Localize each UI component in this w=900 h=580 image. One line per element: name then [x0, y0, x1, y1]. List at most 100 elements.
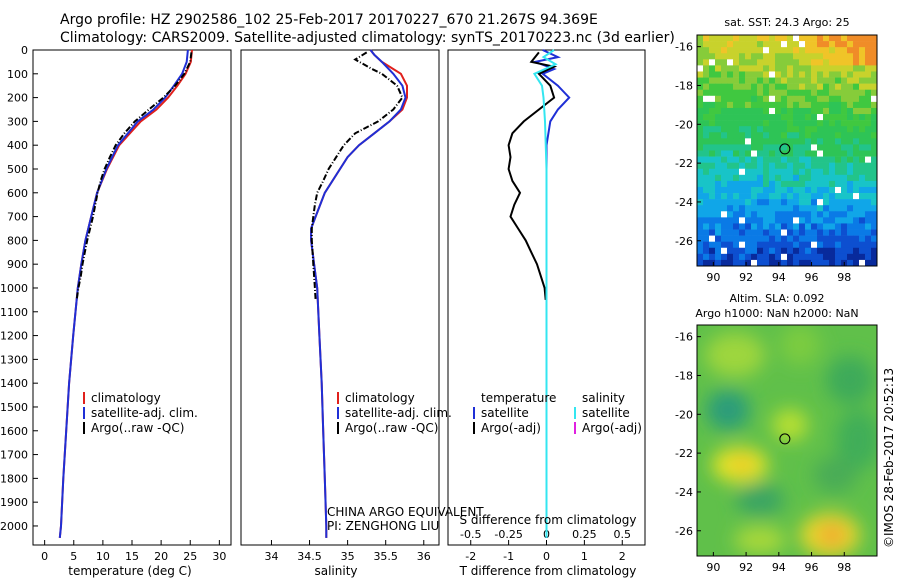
- sst-pixel: [865, 41, 872, 48]
- sst-pixel: [781, 253, 788, 261]
- sst-pixel: [721, 89, 728, 97]
- sst-pixel: [769, 156, 776, 163]
- sst-pixel: [715, 144, 722, 151]
- sst-pixel: [715, 205, 722, 212]
- sst-pixel: [775, 107, 782, 115]
- sst-pixel: [811, 71, 818, 78]
- sst-pixel: [811, 168, 818, 176]
- sst-pixel: [697, 150, 704, 157]
- sst-pixel: [829, 168, 836, 176]
- sst-pixel: [781, 156, 788, 163]
- sst-pixel: [757, 259, 764, 266]
- sst-pixel: [829, 89, 836, 97]
- sst-pixel: [871, 35, 877, 42]
- sst-pixel: [715, 126, 722, 133]
- sst-pixel: [859, 156, 866, 163]
- sst-pixel: [781, 41, 788, 48]
- sst-pixel: [859, 235, 866, 242]
- sst-pixel: [823, 71, 830, 78]
- sst-pixel: [733, 162, 740, 170]
- sst-pixel: [787, 217, 794, 224]
- sst-pixel: [817, 132, 824, 139]
- sst-pixel: [733, 168, 740, 176]
- s-difference-tick-label: -0.5: [460, 528, 481, 541]
- sst-pixel: [859, 41, 866, 48]
- sst-pixel: [847, 114, 854, 121]
- sst-pixel: [745, 211, 752, 218]
- sst-pixel: [853, 95, 860, 103]
- sst-pixel: [817, 199, 824, 206]
- sst-pixel: [769, 114, 776, 121]
- sst-pixel: [823, 101, 830, 109]
- sst-pixel: [811, 77, 818, 84]
- sst-pixel: [727, 89, 734, 97]
- sst-pixel: [757, 241, 764, 249]
- sst-pixel: [733, 199, 740, 206]
- sst-pixel: [865, 168, 872, 176]
- sst-pixel: [709, 59, 716, 66]
- sst-pixel: [823, 186, 830, 194]
- sst-pixel: [751, 53, 758, 60]
- sst-pixel: [805, 83, 812, 91]
- sst-pixel: [727, 241, 734, 249]
- sst-pixel: [769, 126, 776, 133]
- sst-pixel: [847, 223, 854, 230]
- sst-pixel: [871, 247, 877, 255]
- s-difference-axis: -0.5 -0.25 0 0.25 0.5: [460, 528, 631, 541]
- sst-pixel: [757, 223, 764, 230]
- sst-pixel: [703, 199, 710, 206]
- sst-pixel: [715, 71, 722, 78]
- sst-pixel: [793, 211, 800, 218]
- sst-pixel: [751, 186, 758, 194]
- sst-pixel: [721, 126, 728, 133]
- sst-pixel: [751, 71, 758, 78]
- sst-pixel: [829, 83, 836, 91]
- sst-pixel: [763, 126, 770, 133]
- sst-pixel: [793, 107, 800, 115]
- sst-pixel: [769, 162, 776, 170]
- sst-pixel: [793, 126, 800, 133]
- sst-pixel: [799, 199, 806, 206]
- sst-pixel: [793, 53, 800, 60]
- sst-pixel: [859, 65, 866, 72]
- sst-pixel: [739, 199, 746, 206]
- sst-pixel: [859, 35, 866, 42]
- sst-pixel: [787, 229, 794, 236]
- sst-pixel: [745, 65, 752, 72]
- sst-pixel: [769, 77, 776, 84]
- sst-pixel: [805, 71, 812, 78]
- sst-pixel: [733, 180, 740, 188]
- sst-pixel: [727, 174, 734, 182]
- sst-pixel: [871, 83, 877, 91]
- sst-pixel: [721, 229, 728, 236]
- sst-pixel: [745, 83, 752, 91]
- sst-pixel: [751, 83, 758, 91]
- sst-pixel: [697, 41, 704, 48]
- sst-pixel: [739, 114, 746, 121]
- sst-pixel: [799, 107, 806, 115]
- sst-pixel: [799, 41, 806, 48]
- sst-pixel: [805, 120, 812, 127]
- sst-pixel: [823, 144, 830, 151]
- sst-pixel: [865, 217, 872, 224]
- sst-pixel: [733, 156, 740, 163]
- sst-pixel: [733, 83, 740, 91]
- sst-pixel: [865, 126, 872, 133]
- sst-pixel: [853, 89, 860, 97]
- sst-pixel: [703, 223, 710, 230]
- sst-pixel: [841, 126, 848, 133]
- sst-pixel: [823, 89, 830, 97]
- sst-pixel: [799, 95, 806, 103]
- sst-pixel: [715, 186, 722, 194]
- sst-pixel: [733, 77, 740, 84]
- sst-pixel: [847, 47, 854, 54]
- sst-pixel: [835, 35, 842, 42]
- sst-pixel: [817, 89, 824, 97]
- sst-pixel: [703, 53, 710, 60]
- sst-pixel: [751, 241, 758, 249]
- sst-pixel: [757, 253, 764, 261]
- sst-pixel: [787, 35, 794, 42]
- sst-pixel: [841, 138, 848, 145]
- sst-pixel: [745, 101, 752, 109]
- sst-pixel: [853, 150, 860, 157]
